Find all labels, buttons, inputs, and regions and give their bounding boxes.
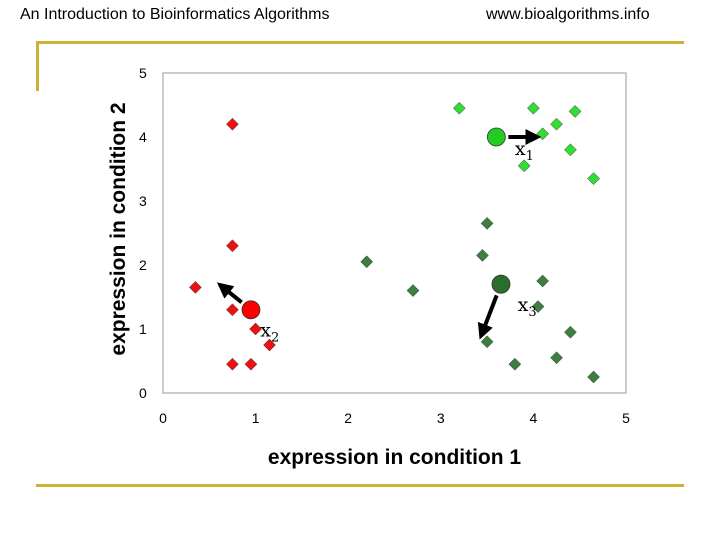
- x-tick-label: 2: [344, 410, 352, 426]
- data-point-cluster-3: [480, 335, 494, 349]
- x-tick-label: 0: [159, 410, 167, 426]
- data-point-cluster-3: [564, 325, 577, 339]
- data-point-cluster-3: [550, 351, 563, 365]
- data-point-cluster-3: [587, 370, 600, 384]
- data-point-cluster-1: [587, 172, 600, 185]
- x-tick-label: 3: [437, 410, 445, 426]
- y-tick-label: 0: [139, 385, 147, 401]
- y-tick-label: 5: [139, 65, 147, 81]
- data-point-cluster-3: [406, 284, 420, 297]
- data-point-cluster-3: [531, 300, 545, 313]
- data-point-cluster-2: [226, 117, 239, 131]
- data-point-cluster-1: [527, 101, 540, 115]
- data-point-cluster-2: [189, 281, 202, 294]
- centroid-label-1: x1: [515, 138, 534, 164]
- bottom-rule: [36, 484, 684, 487]
- data-point-cluster-3: [508, 357, 522, 371]
- data-point-cluster-1: [564, 143, 577, 157]
- data-point-cluster-2: [249, 322, 262, 336]
- data-point-cluster-2: [244, 357, 258, 371]
- y-tick-label: 2: [139, 257, 147, 273]
- data-point-cluster-1: [568, 105, 582, 118]
- data-point-cluster-3: [360, 255, 374, 269]
- plot-frame: [162, 72, 627, 394]
- y-tick-label: 1: [139, 321, 147, 337]
- header-url: www.bioalgorithms.info: [486, 6, 650, 23]
- data-point-cluster-1: [536, 127, 550, 141]
- centroid-3: [491, 274, 511, 294]
- header-title: An Introduction to Bioinformatics Algori…: [20, 6, 330, 23]
- data-point-cluster-2: [226, 239, 239, 253]
- x-tick-label: 5: [622, 410, 630, 426]
- data-point-cluster-3: [536, 274, 550, 288]
- top-rule: [36, 41, 684, 44]
- data-point-cluster-1: [517, 159, 531, 173]
- centroid-label-3: x3: [518, 294, 537, 320]
- centroid-1: [486, 127, 506, 147]
- centroid-label-2: x2: [260, 320, 279, 346]
- x-tick-label: 4: [530, 410, 538, 426]
- y-axis-title: expression in condition 2: [107, 102, 130, 355]
- x-axis-title: expression in condition 1: [268, 446, 522, 469]
- data-point-cluster-2: [226, 303, 239, 317]
- data-point-cluster-1: [550, 117, 563, 131]
- centroid-arrow-3: [477, 294, 499, 340]
- centroid-2: [241, 300, 261, 320]
- centroid-arrow-2: [216, 282, 243, 304]
- left-rule: [36, 41, 39, 91]
- y-tick-label: 4: [139, 129, 147, 145]
- x-tick-label: 1: [252, 410, 260, 426]
- data-point-cluster-2: [263, 338, 276, 352]
- data-point-cluster-2: [226, 357, 239, 371]
- y-tick-label: 3: [139, 193, 147, 209]
- data-point-cluster-3: [480, 217, 494, 230]
- data-point-cluster-3: [476, 249, 489, 262]
- data-point-cluster-1: [452, 101, 466, 115]
